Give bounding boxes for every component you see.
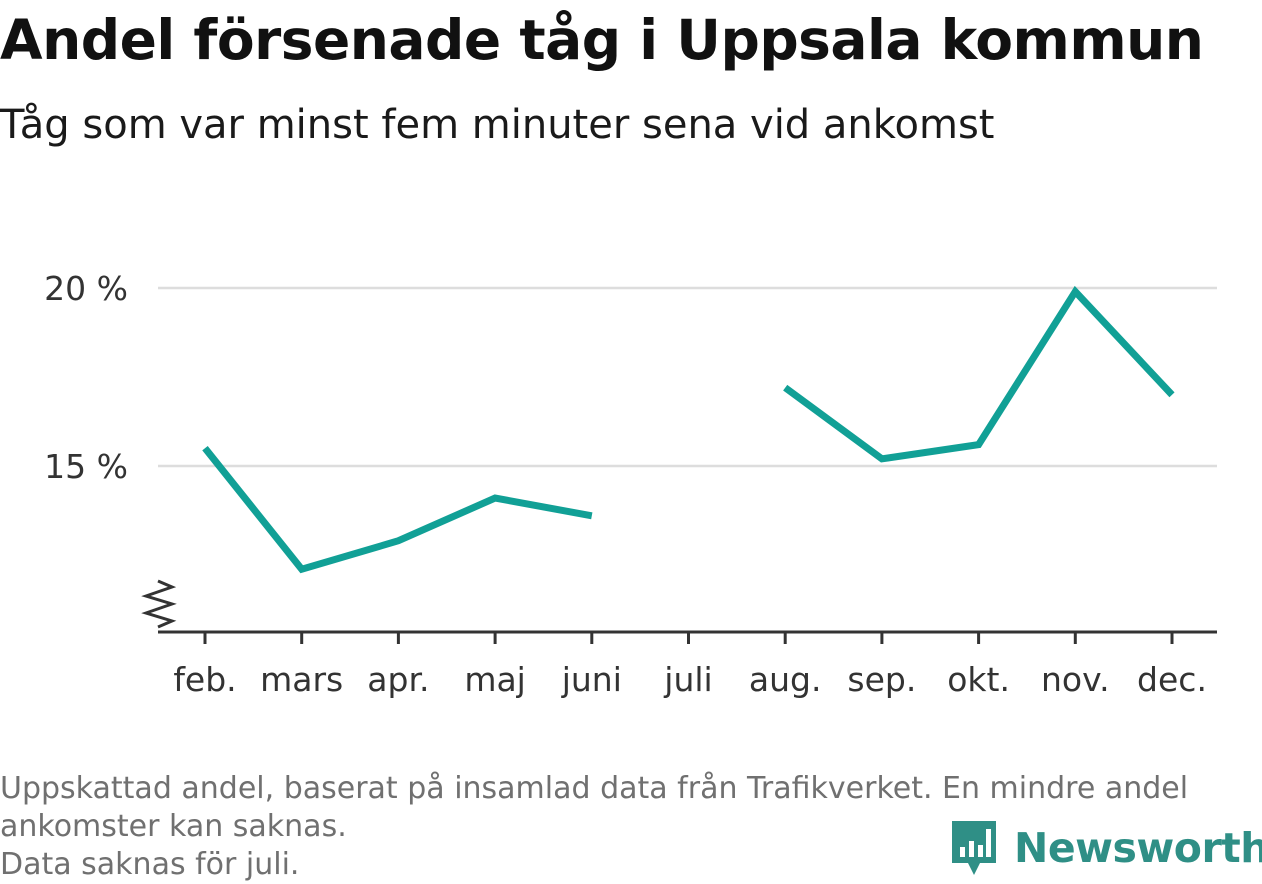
chart-subtitle: Tåg som var minst fem minuter sena vid a… [0,102,995,148]
x-tick-label: aug. [749,660,822,699]
x-tick-label: okt. [947,660,1010,699]
footnote-line-3: Data saknas för juli. [0,847,300,882]
axis-break-icon [141,579,177,629]
footnote: Uppskattad andel, baserat på insamlad da… [0,770,1250,884]
x-tick-label: sep. [847,660,916,699]
footnote-line-1: Uppskattad andel, baserat på insamlad da… [0,771,1189,806]
y-tick-label: 20 % [44,269,128,308]
newsworthy-logo: Newsworthy [950,818,1262,878]
x-tick-label: maj [464,660,526,699]
x-tick-label: apr. [367,660,429,699]
x-tick-label: nov. [1041,660,1110,699]
chart-title: Andel försenade tåg i Uppsala kommun [0,8,1204,72]
bar-chart-speech-bubble-icon [952,821,996,875]
x-tick-label: feb. [173,660,236,699]
brand-name: Newsworthy [1014,824,1262,872]
x-tick-label: juli [663,660,712,699]
series-line [783,285,1175,463]
footnote-line-2: ankomster kan saknas. [0,809,347,844]
x-tick-label: mars [260,660,343,699]
series-line [202,446,593,574]
x-tick-label: juni [561,660,622,699]
y-tick-label: 15 % [44,447,128,486]
x-tick-label: dec. [1137,660,1207,699]
